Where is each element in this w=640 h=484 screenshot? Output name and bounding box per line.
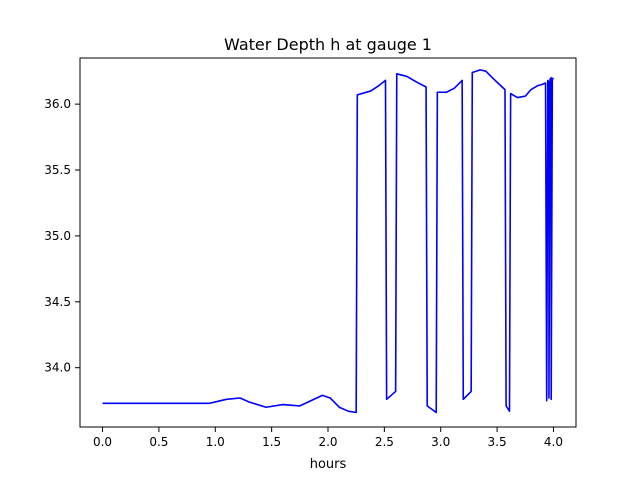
x-axis-label: hours [310, 457, 347, 472]
series-line [102, 69, 555, 414]
chart-title: Water Depth h at gauge 1 [224, 35, 432, 54]
x-tick-label: 1.0 [206, 435, 225, 449]
y-tick-label: 36.0 [44, 97, 71, 111]
plot-content [102, 69, 555, 414]
x-tick-label: 2.0 [318, 435, 337, 449]
x-tick-label: 3.5 [488, 435, 507, 449]
x-tick-label: 3.0 [431, 435, 450, 449]
x-tick-label: 1.5 [262, 435, 281, 449]
x-tick-label: 0.0 [93, 435, 112, 449]
y-tick-label: 35.5 [44, 163, 71, 177]
y-tick-label: 34.5 [44, 295, 71, 309]
x-tick-label: 4.0 [544, 435, 563, 449]
axes-layer: 0.0 0.5 1.0 1.5 2.0 2.5 3.0 3.5 4.0 34.0 34.5 35.0 3… [44, 97, 563, 449]
y-tick-label: 35.0 [44, 229, 71, 243]
x-tick-label: 2.5 [375, 435, 394, 449]
plot-frame [79, 57, 577, 428]
y-tick-label: 34.0 [44, 361, 71, 375]
x-tick-label: 0.5 [149, 435, 168, 449]
